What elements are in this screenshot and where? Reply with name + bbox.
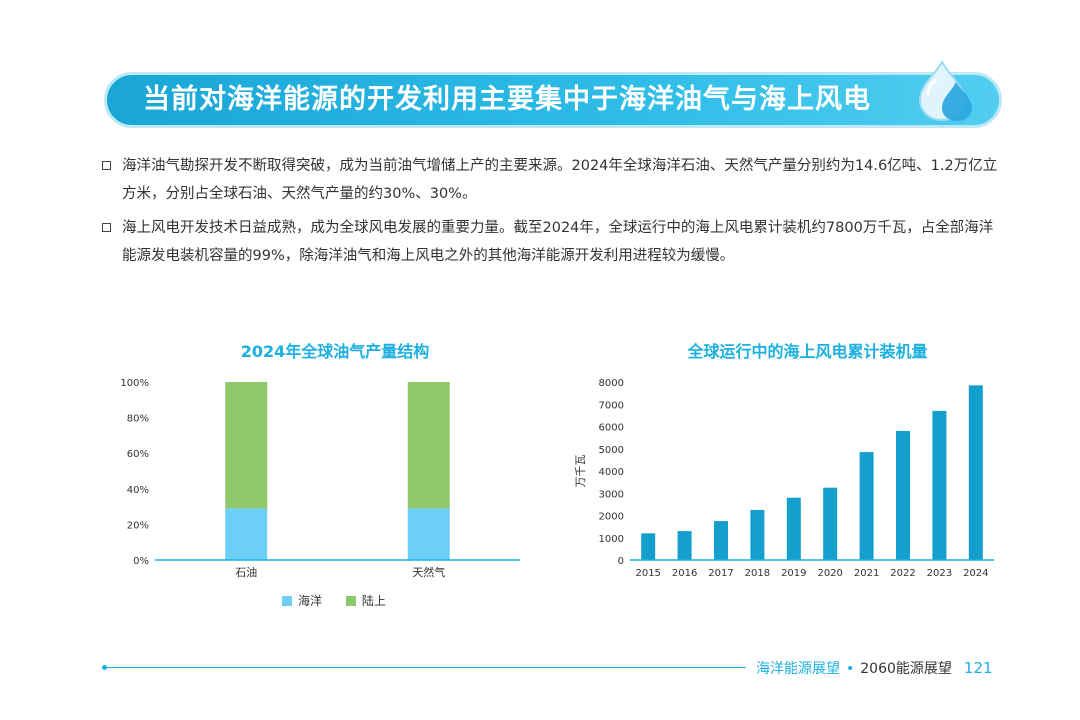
x-tick-label: 石油: [235, 565, 257, 579]
checkbox-bullet-icon: [102, 223, 111, 232]
y-tick-label: 8000: [599, 378, 624, 389]
x-tick-label: 2020: [817, 568, 842, 579]
bar: [859, 452, 874, 560]
bar-land: [407, 382, 450, 509]
y-tick-label: 7000: [599, 400, 624, 411]
y-tick-label: 40%: [127, 485, 149, 496]
legend-item-ocean: 海洋: [282, 592, 322, 609]
y-tick-label: 3000: [599, 489, 624, 500]
x-tick-label: 2023: [927, 568, 952, 579]
footer-book-title: 海洋能源展望: [756, 661, 840, 677]
chart-legend: 海洋 陆上: [282, 592, 406, 609]
bullet-text: 海上风电开发技术日益成熟，成为全球风电发展的重要力量。截至2024年，全球运行中…: [122, 220, 994, 264]
y-tick-label: 6000: [599, 423, 624, 434]
y-tick-label: 100%: [120, 378, 149, 389]
bar-land: [225, 382, 268, 509]
legend-label-land: 陆上: [361, 594, 386, 608]
footer-separator: •: [846, 661, 855, 677]
bullet-item: 海洋油气勘探开发不断取得突破，成为当前油气增储上产的主要来源。2024年全球海洋…: [102, 152, 1007, 208]
page-number: 121: [963, 659, 993, 677]
y-tick-label: 80%: [127, 414, 149, 425]
bullet-item: 海上风电开发技术日益成熟，成为全球风电发展的重要力量。截至2024年，全球运行中…: [102, 214, 1007, 270]
x-tick-label: 2016: [672, 568, 697, 579]
bar: [677, 531, 692, 560]
bar: [750, 509, 765, 560]
x-tick-label: 天然气: [412, 565, 445, 579]
bullet-text: 海洋油气勘探开发不断取得突破，成为当前油气增储上产的主要来源。2024年全球海洋…: [122, 158, 998, 202]
x-tick-label: 2017: [708, 568, 733, 579]
y-tick-label: 60%: [127, 449, 149, 460]
bar: [896, 430, 910, 560]
legend-swatch-land: [345, 596, 356, 606]
y-tick-label: 4000: [599, 467, 624, 478]
chart-title-oil-gas: 2024年全球油气产量结构: [240, 342, 430, 361]
footer: 海洋能源展望 • 2060能源展望 121: [756, 658, 993, 678]
water-drop-icon: [918, 59, 972, 122]
x-tick-label: 2015: [635, 568, 660, 579]
legend-label-ocean: 海洋: [298, 594, 323, 608]
bullet-list: 海洋油气勘探开发不断取得突破，成为当前油气增储上产的主要来源。2024年全球海洋…: [102, 152, 1007, 276]
bar: [932, 410, 947, 560]
bar-ocean: [407, 508, 450, 560]
bar: [786, 497, 801, 560]
x-tick-label: 2019: [781, 568, 806, 579]
legend-item-land: 陆上: [345, 592, 386, 609]
oil-gas-structure-chart: 0% 20% 40% 60% 80% 100% 石油 天然气: [120, 378, 520, 579]
y-tick-label: 0: [618, 556, 624, 567]
x-tick-label: 2024: [963, 568, 988, 579]
y-tick-label: 0%: [133, 556, 149, 567]
chart-title-offshore-wind: 全球运行中的海上风电累计装机量: [687, 342, 928, 361]
footer-divider: [104, 667, 746, 668]
footer-series-title: 2060能源展望: [860, 661, 952, 677]
y-tick-label: 20%: [127, 520, 149, 531]
x-tick-label: 2021: [854, 568, 879, 579]
x-tick-label: 2022: [890, 568, 915, 579]
bar-ocean: [225, 508, 268, 560]
offshore-wind-capacity-chart: 0 1000 2000 3000 4000 5000 6000 7000 8000 万千瓦 2015…: [574, 378, 994, 579]
y-tick-label: 1000: [599, 534, 624, 545]
bar: [714, 521, 728, 560]
bar: [823, 487, 838, 560]
bar: [641, 533, 656, 560]
checkbox-bullet-icon: [102, 161, 111, 170]
title-banner: 当前对海洋能源的开发利用主要集中于海洋油气与海上风电: [104, 72, 1002, 128]
y-tick-label: 5000: [599, 445, 624, 456]
legend-swatch-ocean: [282, 596, 292, 606]
page-title: 当前对海洋能源的开发利用主要集中于海洋油气与海上风电: [143, 84, 871, 115]
x-tick-label: 2018: [745, 568, 770, 579]
bar: [968, 385, 983, 560]
y-axis-label: 万千瓦: [574, 455, 587, 488]
y-tick-label: 2000: [599, 512, 624, 523]
